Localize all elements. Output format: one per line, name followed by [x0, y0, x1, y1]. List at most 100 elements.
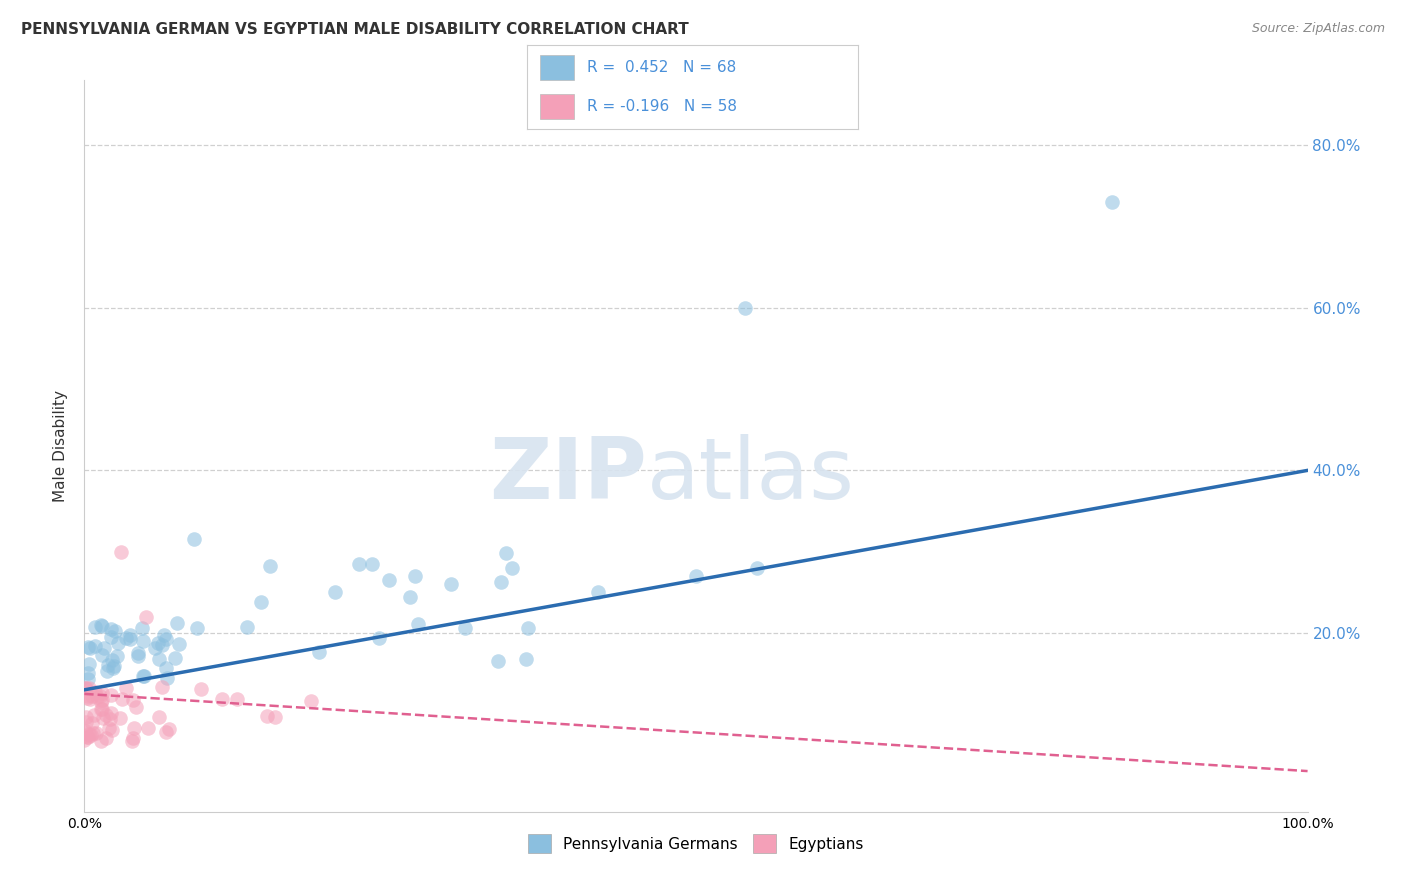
- Legend: Pennsylvania Germans, Egyptians: Pennsylvania Germans, Egyptians: [522, 828, 870, 859]
- Egyptians: [299, 694, 322, 708]
- Egyptians: [80, 689, 103, 703]
- Pennsylvania Germans: [127, 646, 149, 660]
- Egyptians: [155, 725, 177, 739]
- FancyBboxPatch shape: [540, 54, 574, 80]
- Y-axis label: Male Disability: Male Disability: [53, 390, 69, 502]
- Egyptians: [90, 733, 112, 747]
- Pennsylvania Germans: [76, 666, 98, 681]
- Egyptians: [90, 693, 112, 707]
- Egyptians: [111, 692, 134, 706]
- Egyptians: [100, 706, 122, 721]
- Egyptians: [75, 710, 97, 724]
- Egyptians: [75, 681, 97, 695]
- Egyptians: [90, 695, 112, 709]
- Pennsylvania Germans: [406, 617, 429, 632]
- Pennsylvania Germans: [101, 661, 124, 675]
- Pennsylvania Germans: [132, 669, 155, 683]
- Egyptians: [89, 689, 111, 703]
- Egyptians: [73, 724, 96, 739]
- Pennsylvania Germans: [84, 639, 107, 653]
- Pennsylvania Germans: [378, 573, 401, 587]
- Pennsylvania Germans: [586, 585, 609, 599]
- Pennsylvania Germans: [155, 632, 177, 647]
- Egyptians: [148, 710, 170, 724]
- Pennsylvania Germans: [115, 632, 138, 646]
- Pennsylvania Germans: [132, 634, 155, 648]
- Egyptians: [94, 708, 117, 723]
- Pennsylvania Germans: [131, 621, 153, 635]
- Egyptians: [121, 693, 143, 707]
- Pennsylvania Germans: [399, 591, 422, 605]
- Pennsylvania Germans: [107, 636, 129, 650]
- Egyptians: [91, 686, 114, 700]
- Pennsylvania Germans: [747, 561, 769, 575]
- Egyptians: [84, 726, 107, 740]
- Pennsylvania Germans: [440, 577, 463, 591]
- Pennsylvania Germans: [308, 645, 330, 659]
- Egyptians: [115, 681, 138, 695]
- Egyptians: [125, 700, 148, 714]
- Egyptians: [93, 711, 115, 725]
- Egyptians: [91, 702, 114, 716]
- Text: atlas: atlas: [647, 434, 855, 516]
- Egyptians: [75, 714, 97, 729]
- Egyptians: [82, 716, 104, 731]
- Egyptians: [82, 726, 104, 740]
- Pennsylvania Germans: [103, 624, 125, 638]
- Egyptians: [77, 689, 100, 703]
- Pennsylvania Germans: [96, 664, 118, 678]
- Pennsylvania Germans: [349, 557, 371, 571]
- Pennsylvania Germans: [155, 661, 177, 675]
- Pennsylvania Germans: [77, 657, 100, 672]
- Pennsylvania Germans: [495, 546, 517, 560]
- Pennsylvania Germans: [516, 621, 538, 635]
- Pennsylvania Germans: [90, 648, 112, 663]
- Egyptians: [136, 722, 159, 736]
- Text: ZIP: ZIP: [489, 434, 647, 516]
- Pennsylvania Germans: [100, 630, 122, 644]
- Pennsylvania Germans: [100, 622, 122, 636]
- Egyptians: [150, 681, 173, 695]
- Pennsylvania Germans: [515, 652, 537, 666]
- Pennsylvania Germans: [367, 631, 389, 645]
- Pennsylvania Germans: [105, 648, 128, 663]
- Egyptians: [76, 730, 98, 744]
- Egyptians: [84, 685, 107, 699]
- Egyptians: [75, 729, 97, 743]
- Egyptians: [135, 609, 157, 624]
- Text: R = -0.196   N = 58: R = -0.196 N = 58: [586, 99, 737, 114]
- Text: PENNSYLVANIA GERMAN VS EGYPTIAN MALE DISABILITY CORRELATION CHART: PENNSYLVANIA GERMAN VS EGYPTIAN MALE DIS…: [21, 22, 689, 37]
- Pennsylvania Germans: [156, 671, 179, 685]
- Egyptians: [97, 721, 120, 735]
- Pennsylvania Germans: [249, 594, 271, 608]
- Egyptians: [122, 731, 145, 746]
- Pennsylvania Germans: [150, 639, 173, 653]
- Pennsylvania Germans: [91, 619, 114, 633]
- Pennsylvania Germans: [148, 651, 170, 665]
- Pennsylvania Germans: [146, 636, 169, 650]
- Egyptians: [90, 702, 112, 716]
- Egyptians: [79, 681, 101, 695]
- Pennsylvania Germans: [454, 621, 477, 635]
- Pennsylvania Germans: [76, 640, 98, 655]
- Pennsylvania Germans: [236, 620, 259, 634]
- Pennsylvania Germans: [323, 585, 346, 599]
- Egyptians: [86, 690, 108, 705]
- Egyptians: [256, 709, 278, 723]
- Pennsylvania Germans: [259, 558, 281, 573]
- Egyptians: [110, 544, 132, 558]
- Pennsylvania Germans: [97, 658, 120, 673]
- Egyptians: [98, 712, 121, 726]
- Egyptians: [77, 730, 100, 744]
- Pennsylvania Germans: [166, 616, 188, 631]
- Pennsylvania Germans: [90, 618, 112, 632]
- Egyptians: [76, 690, 98, 705]
- Pennsylvania Germans: [1101, 195, 1123, 210]
- Egyptians: [100, 723, 122, 738]
- Egyptians: [73, 733, 96, 747]
- Text: Source: ZipAtlas.com: Source: ZipAtlas.com: [1251, 22, 1385, 36]
- Egyptians: [124, 721, 146, 735]
- Text: R =  0.452   N = 68: R = 0.452 N = 68: [586, 60, 735, 75]
- Pennsylvania Germans: [79, 640, 101, 655]
- Pennsylvania Germans: [143, 640, 166, 655]
